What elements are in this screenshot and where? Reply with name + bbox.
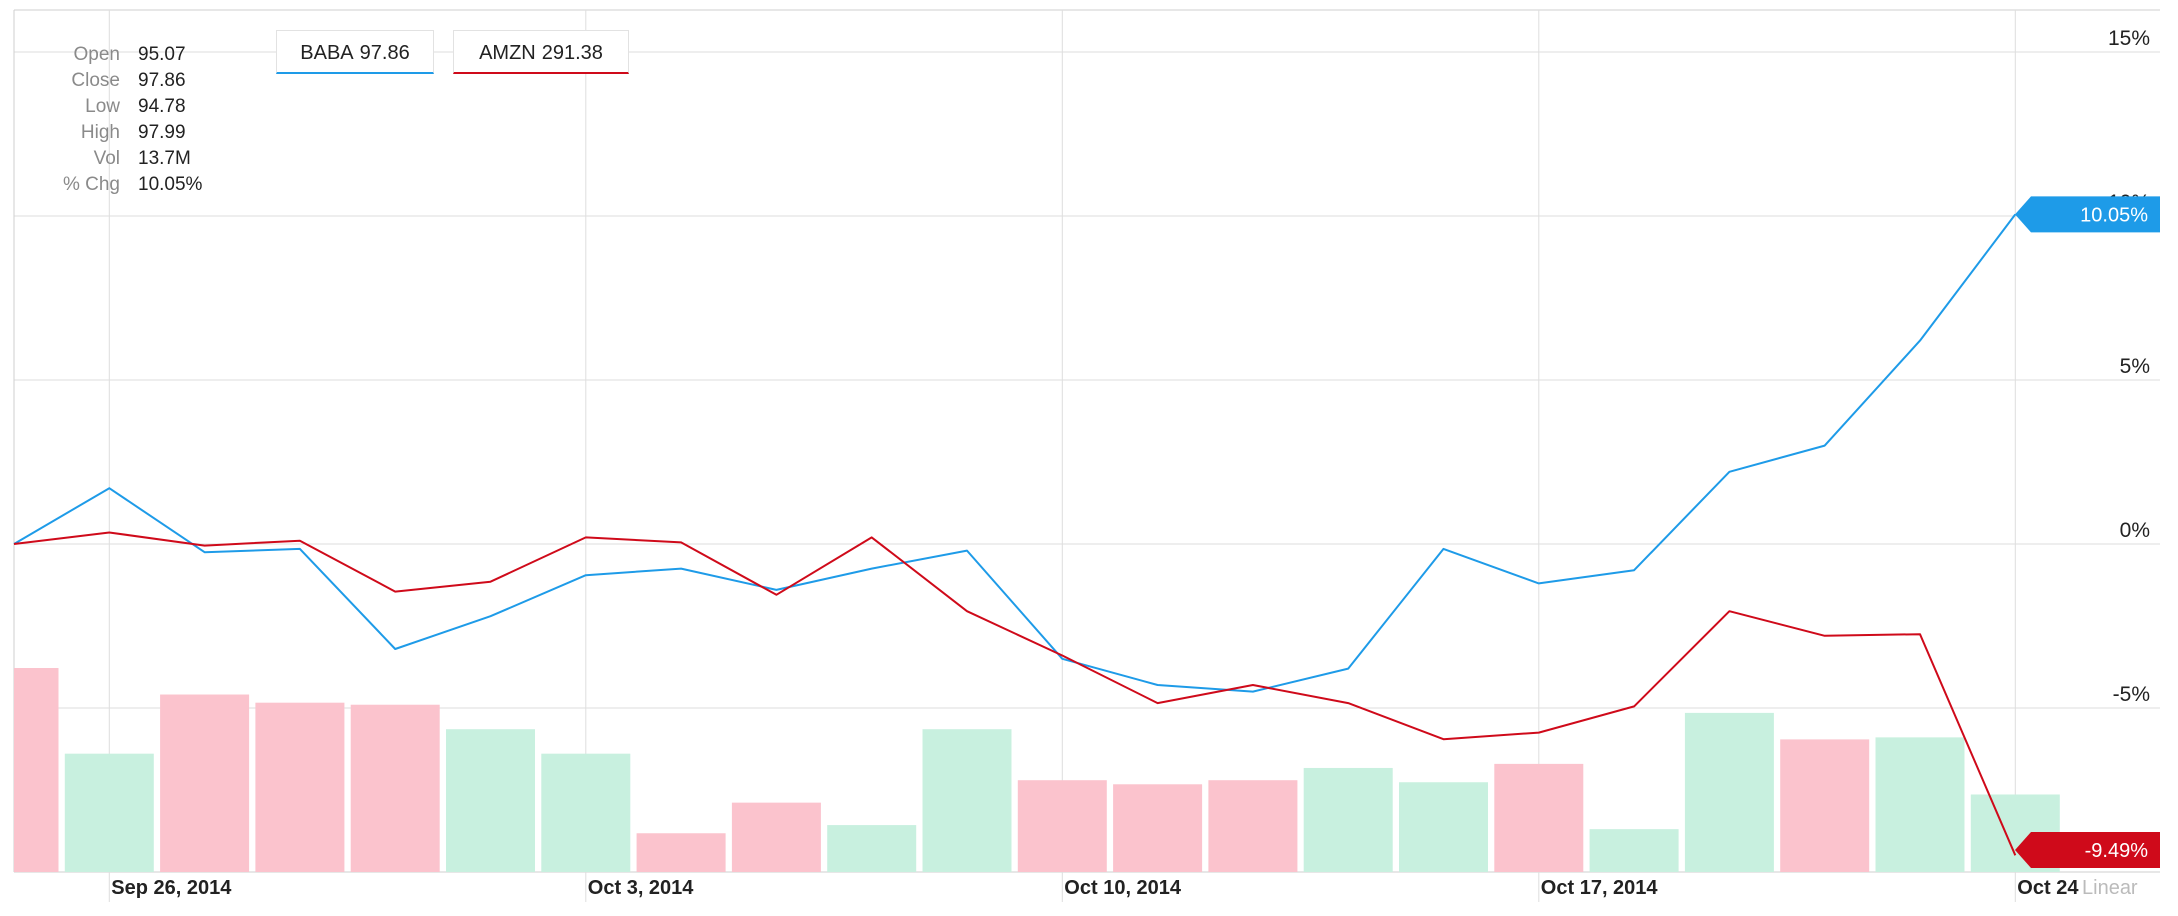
volume-bar <box>1780 739 1870 872</box>
y-tick-label: -5% <box>2113 683 2150 706</box>
info-label: Open <box>73 44 120 65</box>
legend-baba-symbol: BABA <box>300 42 354 64</box>
info-value: 97.86 <box>138 70 186 91</box>
end-value-labels: 10.05% -9.49% <box>2015 196 2160 868</box>
info-value: 94.78 <box>138 96 186 117</box>
x-tick-label: Oct 24 <box>2017 877 2079 899</box>
info-value: 95.07 <box>138 44 186 65</box>
volume-bar <box>64 753 154 872</box>
volume-bar <box>1399 782 1488 872</box>
x-tick-label: Oct 17, 2014 <box>1541 877 1659 899</box>
info-label: % Chg <box>62 174 120 195</box>
y-tick-label: 0% <box>2120 519 2150 542</box>
info-value: 10.05% <box>138 174 203 195</box>
volume-bar <box>1017 780 1107 872</box>
info-label: High <box>80 122 120 143</box>
info-label: Close <box>71 70 120 91</box>
amzn-end-label-bg <box>2015 832 2160 868</box>
price-lines <box>13 213 2017 856</box>
baba-line <box>13 213 2017 693</box>
baba-end-label-text: 10.05% <box>2080 204 2148 226</box>
baba-end-label-bg <box>2015 196 2160 233</box>
y-tick-label: 15% <box>2108 27 2150 50</box>
amzn-end-label-text: -9.49% <box>2085 840 2149 862</box>
legend-amzn-symbol: AMZN <box>479 42 536 64</box>
volume-bar <box>1494 763 1584 872</box>
x-axis-tick-labels: Sep 26, 2014 Oct 3, 2014 Oct 10, 2014 Oct 1… <box>111 877 2079 899</box>
volume-bar <box>636 833 726 872</box>
volume-bar <box>1208 780 1298 872</box>
volume-bar <box>1875 737 1965 872</box>
volume-bar <box>14 668 59 872</box>
volume-bar <box>827 825 917 872</box>
legend-amzn[interactable]: AMZN 291.38 <box>453 30 629 74</box>
volume-bar <box>922 729 1012 872</box>
info-value: 13.7M <box>138 148 191 169</box>
legend-baba[interactable]: BABA 97.86 <box>276 30 434 74</box>
volume-bar <box>1589 829 1679 872</box>
volume-bar <box>446 729 535 872</box>
vertical-gridlines <box>13 10 2016 902</box>
legend-baba-price: 97.86 <box>359 42 410 64</box>
legend-amzn-price: 291.38 <box>541 42 603 64</box>
info-label: Low <box>85 96 120 117</box>
amzn-line <box>13 531 2017 856</box>
volume-bar <box>1684 712 1774 872</box>
volume-bars <box>14 668 2060 872</box>
volume-bar <box>1303 767 1393 872</box>
scale-mode-label[interactable]: Linear <box>2082 877 2138 899</box>
volume-bar <box>160 694 250 872</box>
info-value: 97.99 <box>138 122 186 143</box>
volume-bar <box>255 702 345 872</box>
x-tick-label: Oct 3, 2014 <box>588 877 695 899</box>
info-label: Vol <box>93 148 120 169</box>
volume-bar <box>731 802 821 872</box>
volume-bar <box>541 753 631 872</box>
x-tick-label: Oct 10, 2014 <box>1064 877 1182 899</box>
y-axis-tick-labels: 15%10%5%0%-5% <box>2108 27 2150 706</box>
y-tick-label: 5% <box>2120 355 2150 378</box>
volume-bar <box>1113 784 1203 872</box>
x-tick-label: Sep 26, 2014 <box>111 877 232 899</box>
volume-bar <box>350 704 440 872</box>
